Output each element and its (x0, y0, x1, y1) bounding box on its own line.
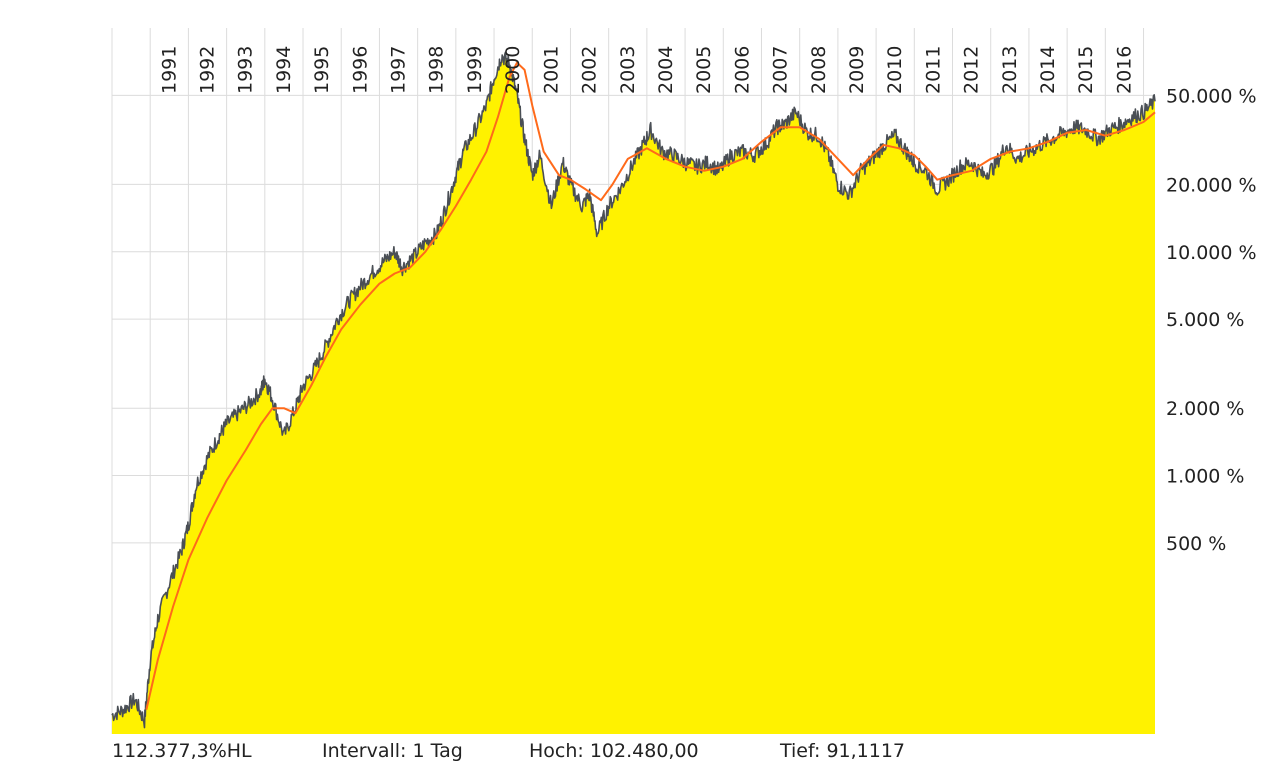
x-tick-label: 1996 (349, 46, 371, 94)
x-tick-label: 1994 (273, 46, 295, 94)
price-area-fill (112, 52, 1155, 734)
y-axis-labels: 50.000 % 20.000 % 10.000 % 5.000 % 2.000 % 1.… (1166, 85, 1257, 555)
high-value-text: Hoch: 102.480,00 (529, 740, 699, 762)
x-tick-label: 2011 (922, 46, 944, 94)
interval-text: Intervall: 1 Tag (322, 740, 463, 762)
y-tick-label: 500 % (1166, 533, 1226, 555)
x-tick-label: 1999 (464, 46, 486, 94)
y-tick-label: 2.000 % (1166, 398, 1245, 420)
y-tick-label: 10.000 % (1166, 242, 1257, 264)
x-tick-label: 2010 (884, 46, 906, 94)
x-tick-label: 1998 (426, 46, 448, 94)
x-tick-label: 2008 (808, 46, 830, 94)
y-tick-label: 5.000 % (1166, 309, 1245, 331)
x-tick-label: 2001 (540, 46, 562, 94)
x-tick-label: 2012 (961, 46, 983, 94)
x-tick-label: 1991 (158, 46, 180, 94)
x-tick-label: 1995 (311, 46, 333, 94)
y-tick-label: 50.000 % (1166, 85, 1257, 107)
x-tick-label: 2013 (999, 46, 1021, 94)
x-tick-label: 2003 (617, 46, 639, 94)
x-tick-label: 2016 (1113, 46, 1135, 94)
moving-average-line (145, 61, 1156, 710)
x-tick-label: 2009 (846, 46, 868, 94)
low-value-text: Tief: 91,1117 (780, 740, 906, 762)
y-tick-label: 1.000 % (1166, 466, 1245, 488)
price-line (111, 51, 1156, 729)
x-tick-label: 2002 (579, 46, 601, 94)
x-tick-label: 2015 (1075, 46, 1097, 94)
x-tick-label: 1997 (388, 46, 410, 94)
last-value-text: 112.377,3%HL (112, 740, 252, 762)
x-axis-year-labels: 1991 1992 1993 1994 1995 1996 1997 1998 1999 2000… (158, 46, 1135, 94)
x-tick-label: 1992 (197, 46, 219, 94)
x-tick-label: 2004 (655, 46, 677, 94)
x-tick-label: 2007 (770, 46, 792, 94)
x-tick-label: 2014 (1037, 46, 1059, 94)
x-tick-label: 2006 (731, 46, 753, 94)
chart-footer: 112.377,3%HL Intervall: 1 Tag Hoch: 102.… (112, 740, 1272, 764)
x-tick-label: 2005 (693, 46, 715, 94)
x-tick-label: 1993 (235, 46, 257, 94)
y-tick-label: 20.000 % (1166, 174, 1257, 196)
x-tick-label: 2000 (502, 46, 524, 94)
